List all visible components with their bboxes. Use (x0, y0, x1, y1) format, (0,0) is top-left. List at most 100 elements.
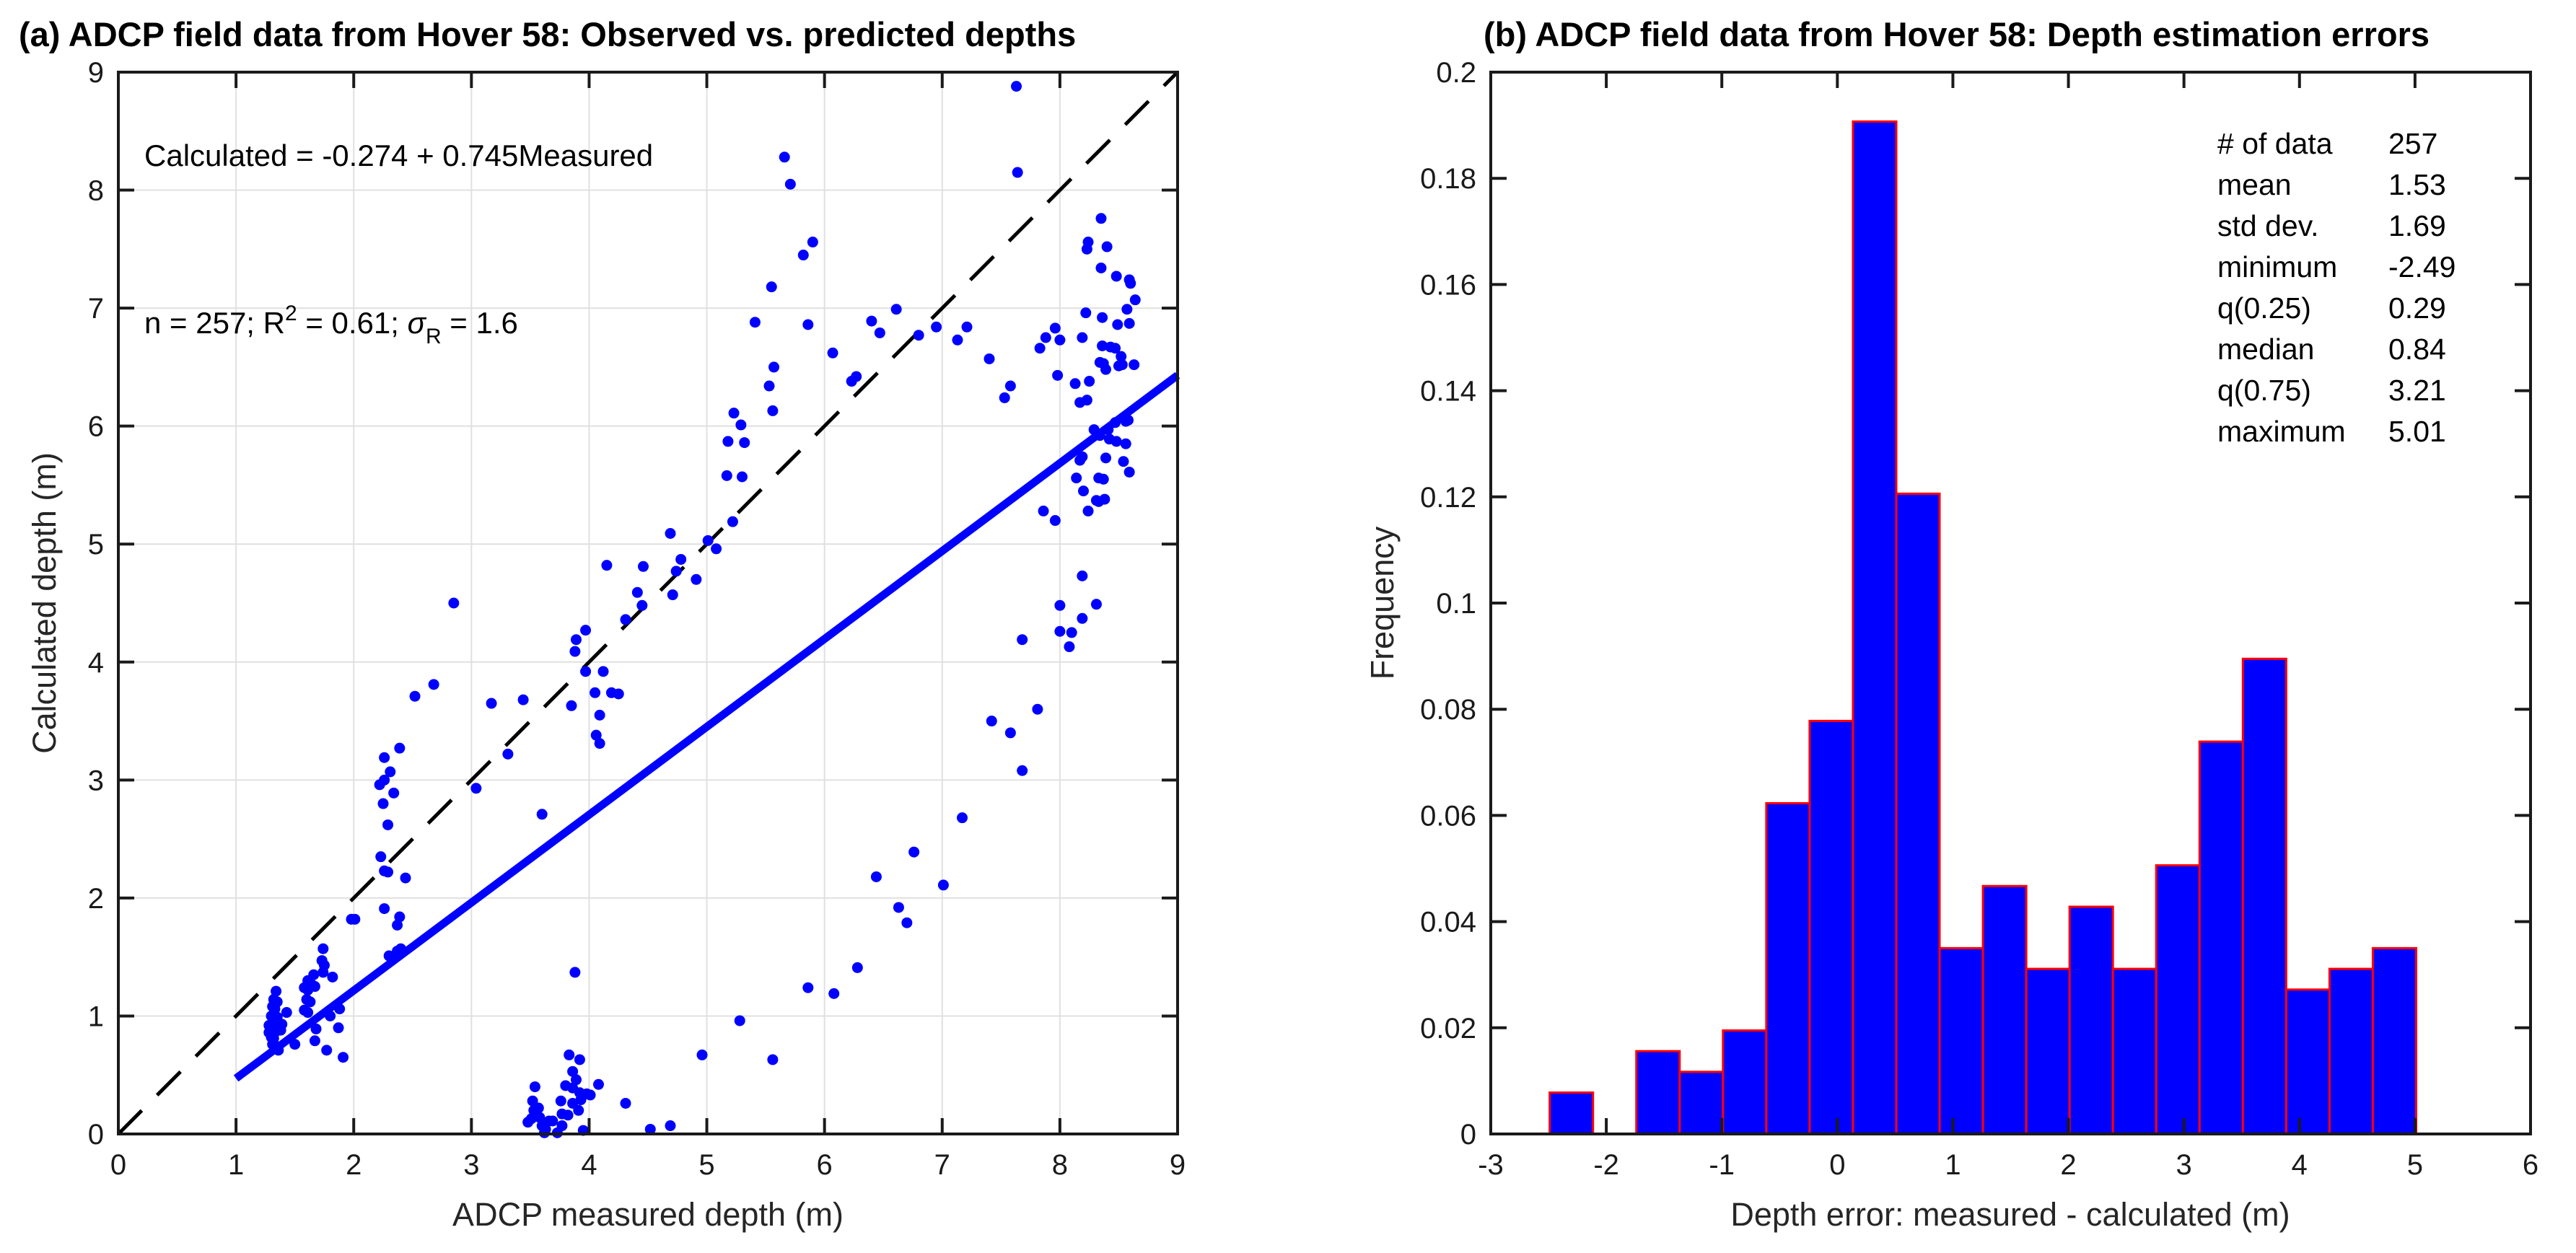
stats-row: std dev. 1.69 (2217, 209, 2520, 250)
scatter-point (1129, 294, 1141, 306)
scatter-point (1097, 340, 1108, 351)
scatter-point (766, 281, 777, 293)
stat-label: mean (2217, 168, 2292, 201)
x-tick-label: 3 (463, 1149, 479, 1181)
scatter-point (851, 371, 862, 382)
x-tick-label: 5 (2407, 1149, 2423, 1181)
scatter-point (797, 250, 809, 261)
scatter-point (374, 779, 385, 791)
scatter-point (1110, 343, 1121, 354)
scatter-point (1032, 703, 1043, 715)
y-tick-label: 0.02 (1420, 1013, 1476, 1045)
scatter-point (526, 1113, 538, 1125)
scatter-point (1110, 271, 1122, 282)
scatter-point (377, 798, 389, 809)
scatter-point (594, 709, 605, 721)
histogram-bar (1895, 492, 1941, 1135)
y-tick-label: 2 (88, 883, 104, 915)
scatter-point (691, 573, 702, 585)
scatter-point (620, 614, 631, 625)
scatter-point (1064, 641, 1075, 653)
x-tick-label: 2 (2060, 1149, 2076, 1181)
scatter-point (952, 334, 963, 346)
stats-row: minimum -2.49 (2217, 250, 2520, 291)
x-tick-label: 3 (2176, 1149, 2192, 1181)
scatter-point (310, 1023, 322, 1034)
scatter-point (1004, 727, 1016, 739)
scatter-point (913, 330, 924, 341)
scatter-point (1121, 304, 1133, 315)
scatter-point (734, 1015, 745, 1026)
scatter-point (696, 1049, 708, 1060)
scatter-point (1098, 473, 1109, 485)
scatter-point (281, 1007, 292, 1019)
scatter-point (321, 1045, 333, 1056)
scatter-point (555, 1095, 566, 1107)
scatter-point (533, 1102, 544, 1114)
scatter-point (1077, 570, 1088, 581)
scatter-point (392, 920, 403, 931)
scatter-point (1084, 376, 1095, 387)
scatter-point (601, 560, 613, 571)
scatter-point (1081, 243, 1092, 255)
x-tick-label: 2 (346, 1149, 362, 1181)
x-tick-label: 6 (2523, 1149, 2538, 1181)
scatter-point (1054, 334, 1066, 346)
x-tick-label: 9 (1170, 1149, 1186, 1181)
scatter-point (620, 1097, 631, 1109)
scatter-point (1080, 307, 1092, 319)
scatter-point (1012, 167, 1023, 178)
scatter-point (571, 634, 582, 646)
scatter-point (779, 151, 790, 163)
y-tick-label: 3 (88, 765, 104, 796)
scatter-point (302, 1007, 314, 1019)
scatter-point (631, 586, 643, 598)
scatter-point (827, 347, 838, 359)
scatter-point (349, 913, 361, 925)
scatter-point (271, 985, 282, 997)
scatter-point (567, 1065, 579, 1077)
scatter-point (534, 1112, 546, 1123)
y-tick-label: 0.18 (1420, 163, 1476, 195)
y-tick-label: 0 (1460, 1119, 1476, 1151)
histogram-bar (2068, 905, 2114, 1135)
x-tick-label: 1 (228, 1149, 244, 1181)
x-tick-label: 6 (817, 1149, 833, 1181)
histogram-bar (1808, 719, 1854, 1135)
x-tick-label: 0 (1829, 1149, 1845, 1181)
scatter-point (667, 589, 678, 601)
scatter-point (575, 1094, 587, 1106)
anno-post: = 1.6 (441, 306, 518, 340)
stat-value: 5.01 (2388, 415, 2446, 448)
histogram-bar (1938, 946, 1984, 1135)
scatter-point (1120, 438, 1131, 449)
scatter-point (1034, 343, 1046, 354)
panel-a-title: (a) ADCP field data from Hover 58: Obser… (19, 15, 1077, 53)
x-tick-label: 0 (110, 1149, 126, 1181)
regression-line (233, 371, 1180, 1082)
scatter-point (382, 819, 394, 830)
scatter-point (736, 471, 748, 483)
scatter-point (866, 315, 877, 327)
scatter-point (327, 971, 338, 982)
y-tick-label: 8 (88, 175, 104, 207)
anno-mid: = 0.61; (297, 306, 408, 340)
stat-value: 1.53 (2388, 168, 2446, 201)
y-tick-label: 5 (88, 529, 104, 560)
scatter-point (931, 321, 942, 333)
x-tick-label: 4 (581, 1149, 597, 1181)
scatter-point (594, 738, 605, 749)
scatter-point (569, 967, 581, 978)
scatter-point (547, 1115, 558, 1127)
x-tick-label: -1 (1709, 1149, 1735, 1181)
y-tick-label: 9 (88, 57, 104, 89)
histogram-bar (1852, 120, 1898, 1135)
scatter-point (937, 879, 949, 891)
scatter-point (901, 917, 913, 928)
histogram-bar (2155, 864, 2201, 1135)
scatter-point (670, 566, 682, 577)
scatter-point (767, 1054, 779, 1065)
scatter-point (828, 988, 840, 999)
histogram-bar (2198, 740, 2244, 1135)
